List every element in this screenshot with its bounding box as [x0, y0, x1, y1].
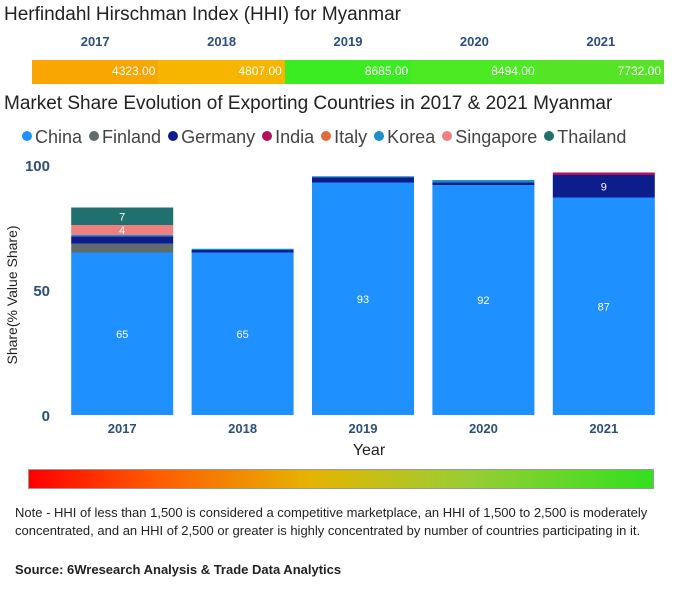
x-tick-label: 2021	[589, 421, 618, 436]
bar-segment	[71, 235, 174, 237]
hhi-cell: 8685.00	[284, 60, 412, 84]
hhi-year-label: 2021	[586, 34, 616, 49]
bar-segment	[432, 182, 535, 185]
legend-item: China	[22, 127, 82, 148]
bar-segment	[71, 243, 174, 253]
hhi-value: 4323.00	[112, 64, 156, 78]
hhi-scale-gradient	[28, 469, 654, 489]
bar-segment	[552, 172, 655, 175]
bar-segment	[432, 180, 535, 183]
bar-segment	[312, 177, 414, 183]
y-tick-label: 0	[42, 408, 50, 425]
legend-item: India	[262, 127, 314, 148]
hhi-year-label: 2020	[459, 34, 489, 49]
x-tick-label: 2020	[469, 421, 498, 436]
legend-dot-icon	[262, 131, 273, 141]
bar-segment	[432, 185, 535, 415]
bar-segment	[312, 182, 414, 415]
hhi-year-row: 2017 2018 2019 2020 2021	[32, 34, 664, 50]
chart-title: Market Share Evolution of Exporting Coun…	[4, 93, 613, 114]
hhi-color-bar: 4323.00 4807.00 8685.00 8494.00 7732.00	[32, 60, 665, 84]
bar-segment	[71, 225, 174, 235]
legend-item: Thailand	[544, 127, 626, 148]
legend-item: Germany	[168, 127, 255, 148]
bar-segment	[71, 207, 174, 225]
legend-dot-icon	[321, 131, 332, 141]
chart-legend: China Finland Germany India Italy Korea Singap…	[22, 127, 633, 149]
bar-segment	[191, 250, 294, 253]
x-tick-label: 2019	[349, 421, 378, 436]
bar-data-label: 65	[116, 329, 128, 341]
bar-data-label: 87	[598, 301, 610, 313]
hhi-cell: 4323.00	[32, 60, 159, 84]
y-axis-label: Share(% Value Share)	[4, 225, 20, 364]
bar-data-label: 93	[357, 294, 369, 306]
legend-label: China	[35, 127, 83, 147]
legend-label: India	[275, 127, 315, 147]
legend-dot-icon	[374, 131, 385, 141]
legend-label: Italy	[334, 127, 368, 147]
bar-segment	[71, 252, 174, 415]
note-text: Note - HHI of less than 1,500 is conside…	[15, 505, 648, 538]
legend-dot-icon	[89, 131, 100, 141]
hhi-cell: 4807.00	[158, 60, 285, 84]
legend-label: Korea	[387, 127, 436, 147]
legend-item: Italy	[321, 127, 367, 148]
legend-label: Thailand	[557, 127, 627, 147]
stacked-bar-chart: 0 50 100 Share(% Value Share) Year 65 4 7 2017 65…	[4, 158, 655, 459]
hhi-value: 8685.00	[364, 64, 409, 78]
x-tick-label: 2018	[228, 421, 257, 436]
hhi-value: 4807.00	[238, 64, 282, 78]
legend-item: Finland	[89, 127, 161, 148]
legend-dot-icon	[22, 131, 32, 141]
bar-segment	[552, 197, 655, 415]
hhi-year-label: 2018	[207, 34, 237, 49]
x-axis-label: Year	[353, 442, 386, 459]
x-tick-label: 2017	[108, 421, 137, 436]
hhi-year-label: 2019	[333, 34, 363, 49]
legend-item: Korea	[374, 127, 435, 148]
bar-segment	[71, 236, 174, 244]
bar-data-label: 7	[119, 211, 125, 223]
bar-segment	[191, 252, 294, 415]
hhi-cell: 8494.00	[411, 60, 538, 84]
hhi-title: Herfindahl Hirschman Index (HHI) for Mya…	[4, 4, 402, 25]
legend-dot-icon	[442, 131, 453, 141]
legend-item: Singapore	[442, 127, 537, 148]
legend-label: Germany	[181, 127, 256, 147]
y-tick-label: 50	[33, 283, 50, 300]
bar-data-label: 9	[601, 181, 607, 193]
bar-segment	[312, 176, 414, 178]
legend-dot-icon	[544, 131, 555, 141]
legend-label: Singapore	[455, 127, 538, 147]
hhi-value: 7732.00	[617, 64, 662, 78]
y-tick-label: 100	[25, 158, 50, 175]
hhi-value: 8494.00	[491, 64, 535, 78]
legend-dot-icon	[168, 131, 179, 141]
hhi-cell: 7732.00	[537, 60, 665, 84]
bar-segment	[191, 248, 294, 250]
hhi-year-label: 2017	[80, 34, 110, 49]
bar-data-label: 4	[119, 225, 125, 237]
source-text: Source: 6Wresearch Analysis & Trade Data…	[15, 562, 342, 577]
bar-data-label: 65	[236, 329, 248, 341]
bar-data-label: 92	[477, 295, 489, 307]
legend-label: Finland	[102, 127, 162, 147]
bar-segment	[552, 175, 655, 198]
